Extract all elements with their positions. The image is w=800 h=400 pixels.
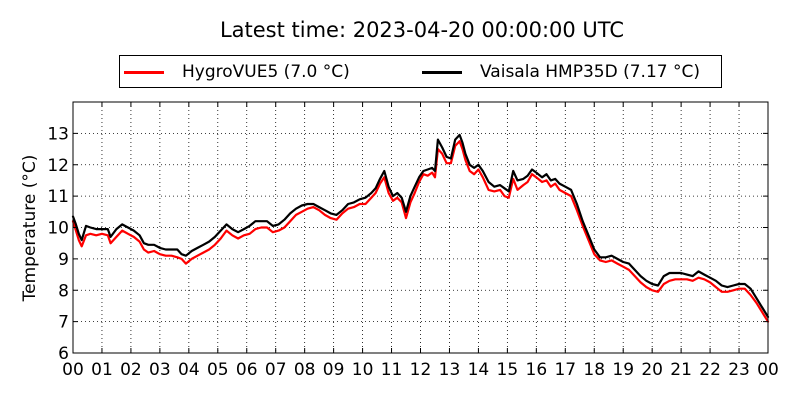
grid <box>73 102 768 353</box>
legend-label-vaisala: Vaisala HMP35D (7.17 °C) <box>480 62 700 82</box>
chart-title: Latest time: 2023-04-20 00:00:00 UTC <box>219 18 625 42</box>
x-tick-label: 02 <box>120 360 142 380</box>
y-tick-label: 9 <box>58 250 69 270</box>
y-tick-label: 11 <box>47 187 69 207</box>
x-tick-label: 09 <box>323 360 345 380</box>
x-tick-label: 10 <box>352 360 374 380</box>
x-tick-label: 05 <box>207 360 229 380</box>
x-tick-label: 20 <box>641 360 663 380</box>
y-tick-label: 7 <box>58 313 69 333</box>
x-tick-label: 00 <box>62 360 84 380</box>
x-tick-label: 18 <box>583 360 605 380</box>
x-tick-label: 11 <box>381 360 403 380</box>
x-tick-label: 07 <box>265 360 287 380</box>
y-tick-label: 12 <box>47 156 69 176</box>
y-tick-label: 13 <box>47 124 69 144</box>
x-tick-label: 13 <box>439 360 461 380</box>
x-tick-label: 01 <box>91 360 113 380</box>
series-line-hygrovue5 <box>71 140 770 323</box>
legend-swatch-vaisala <box>422 70 462 74</box>
x-tick-label: 14 <box>468 360 490 380</box>
x-tick-label: 06 <box>236 360 258 380</box>
x-tick-label: 17 <box>554 360 576 380</box>
x-tick-label: 19 <box>612 360 634 380</box>
x-tick-label: 04 <box>178 360 200 380</box>
legend-label-hygrovue5: HygroVUE5 (7.0 °C) <box>182 62 350 82</box>
y-tick-label: 8 <box>58 281 69 301</box>
x-tick-label: 12 <box>410 360 432 380</box>
series-layer <box>71 133 770 323</box>
x-tick-label: 23 <box>728 360 750 380</box>
series-line-vaisala <box>71 133 770 318</box>
y-tick-label: 6 <box>58 344 69 364</box>
x-tick-label: 21 <box>670 360 692 380</box>
legend-swatch-hygrovue5 <box>124 70 164 74</box>
legend-item-hygrovue5: HygroVUE5 (7.0 °C) <box>124 61 350 83</box>
legend: HygroVUE5 (7.0 °C) Vaisala HMP35D (7.17 … <box>119 55 722 88</box>
legend-item-vaisala: Vaisala HMP35D (7.17 °C) <box>422 61 700 83</box>
x-tick-label: 16 <box>526 360 548 380</box>
x-tick-label: 08 <box>294 360 316 380</box>
x-tick-label: 00 <box>757 360 779 380</box>
x-tick-label: 03 <box>149 360 171 380</box>
x-tick-label: 15 <box>497 360 519 380</box>
x-tick-label: 22 <box>699 360 721 380</box>
y-tick-label: 10 <box>47 219 69 239</box>
ticks: 00 01 02 03 04 05 06 07 08 09 10 11 12 13 14 15 16 17 18 19… <box>47 102 779 380</box>
